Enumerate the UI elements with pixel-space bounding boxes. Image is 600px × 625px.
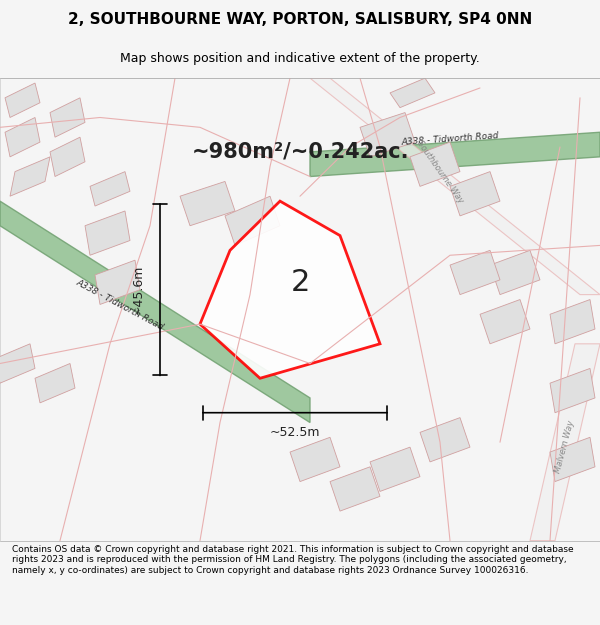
Polygon shape bbox=[180, 181, 235, 226]
Polygon shape bbox=[490, 251, 540, 294]
Polygon shape bbox=[0, 201, 310, 422]
Polygon shape bbox=[90, 172, 130, 206]
Polygon shape bbox=[50, 137, 85, 176]
Text: Southbourne Way: Southbourne Way bbox=[415, 139, 465, 204]
Polygon shape bbox=[310, 132, 600, 176]
Polygon shape bbox=[550, 438, 595, 482]
Polygon shape bbox=[10, 157, 50, 196]
Polygon shape bbox=[390, 78, 435, 108]
Polygon shape bbox=[410, 142, 460, 186]
Polygon shape bbox=[330, 467, 380, 511]
Polygon shape bbox=[200, 201, 380, 378]
Text: Map shows position and indicative extent of the property.: Map shows position and indicative extent… bbox=[120, 52, 480, 65]
Polygon shape bbox=[370, 447, 420, 491]
Polygon shape bbox=[95, 260, 140, 304]
Text: ~980m²/~0.242ac.: ~980m²/~0.242ac. bbox=[191, 142, 409, 162]
Polygon shape bbox=[420, 418, 470, 462]
Polygon shape bbox=[5, 83, 40, 118]
Text: ~45.6m: ~45.6m bbox=[131, 264, 145, 315]
Polygon shape bbox=[0, 344, 35, 383]
Polygon shape bbox=[225, 196, 280, 246]
Polygon shape bbox=[310, 78, 600, 294]
Polygon shape bbox=[50, 98, 85, 137]
Polygon shape bbox=[85, 211, 130, 255]
Text: Contains OS data © Crown copyright and database right 2021. This information is : Contains OS data © Crown copyright and d… bbox=[12, 545, 574, 574]
Polygon shape bbox=[480, 299, 530, 344]
Polygon shape bbox=[550, 299, 595, 344]
Polygon shape bbox=[290, 438, 340, 482]
Text: A338 - Tidworth Road: A338 - Tidworth Road bbox=[74, 278, 166, 331]
Polygon shape bbox=[450, 172, 500, 216]
Polygon shape bbox=[5, 118, 40, 157]
Text: A338 - Tidworth Road: A338 - Tidworth Road bbox=[401, 131, 499, 147]
Polygon shape bbox=[450, 251, 500, 294]
Polygon shape bbox=[360, 112, 415, 157]
Polygon shape bbox=[550, 368, 595, 413]
Text: 2, SOUTHBOURNE WAY, PORTON, SALISBURY, SP4 0NN: 2, SOUTHBOURNE WAY, PORTON, SALISBURY, S… bbox=[68, 12, 532, 27]
Polygon shape bbox=[35, 364, 75, 403]
Text: Malvern Way: Malvern Way bbox=[554, 420, 577, 474]
Text: ~52.5m: ~52.5m bbox=[270, 426, 320, 439]
Polygon shape bbox=[530, 344, 600, 541]
Text: 2: 2 bbox=[290, 268, 310, 298]
